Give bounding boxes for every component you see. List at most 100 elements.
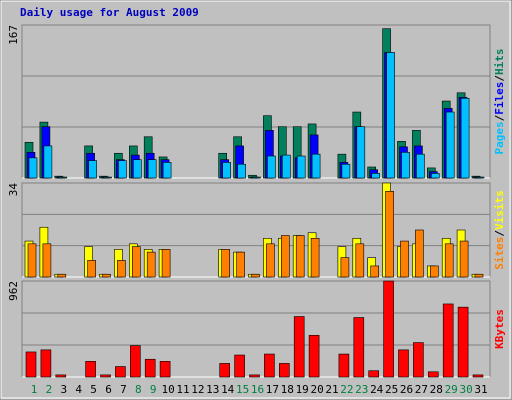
bar bbox=[133, 159, 142, 179]
x-tick-label: 13 bbox=[206, 383, 219, 396]
x-tick-label: 21 bbox=[325, 383, 338, 396]
chart-title: Daily usage for August 2009 bbox=[20, 6, 199, 19]
bar bbox=[475, 176, 485, 179]
bar bbox=[25, 351, 37, 378]
x-tick-label: 19 bbox=[296, 383, 309, 396]
bar bbox=[144, 358, 156, 378]
bar bbox=[252, 176, 261, 179]
bar bbox=[385, 190, 394, 278]
bar bbox=[222, 162, 231, 179]
x-tick-label: 30 bbox=[459, 383, 472, 396]
bar bbox=[27, 243, 37, 278]
x-tick-label: 18 bbox=[281, 383, 294, 396]
bar bbox=[132, 246, 141, 278]
bar bbox=[251, 273, 260, 278]
bar bbox=[249, 374, 260, 378]
x-tick-label: 12 bbox=[191, 383, 204, 396]
x-tick-label: 4 bbox=[75, 383, 82, 396]
bar bbox=[460, 97, 470, 179]
bar bbox=[147, 159, 157, 179]
bar bbox=[266, 243, 275, 278]
bar bbox=[221, 249, 230, 278]
bar bbox=[146, 251, 156, 278]
bar bbox=[472, 374, 484, 378]
legend: Pages/Files/Hits bbox=[493, 49, 506, 155]
legend-separator: / bbox=[493, 230, 506, 237]
legend-entry: Sites bbox=[493, 237, 506, 270]
legend-separator: / bbox=[493, 75, 506, 82]
bar bbox=[296, 155, 306, 179]
bar bbox=[100, 374, 111, 378]
bar bbox=[398, 349, 409, 378]
bar bbox=[236, 251, 245, 278]
bar bbox=[40, 349, 52, 378]
bar bbox=[42, 243, 52, 278]
y-tick-label: 167 bbox=[7, 25, 20, 45]
x-tick-label: 17 bbox=[266, 383, 279, 396]
legend-entry: Files bbox=[493, 82, 506, 115]
plot-area bbox=[21, 24, 491, 179]
x-tick-label: 16 bbox=[251, 383, 264, 396]
legend: KBytes bbox=[493, 309, 506, 349]
x-tick-label: 26 bbox=[400, 383, 413, 396]
x-tick-label: 5 bbox=[90, 383, 97, 396]
bar bbox=[442, 303, 454, 378]
x-tick-label: 1 bbox=[31, 383, 38, 396]
bar bbox=[401, 152, 410, 179]
bar bbox=[457, 306, 469, 378]
bar bbox=[234, 354, 245, 378]
x-tick-label: 28 bbox=[430, 383, 443, 396]
bar bbox=[474, 273, 484, 278]
plot-area bbox=[21, 280, 491, 378]
bar bbox=[295, 235, 305, 278]
x-tick-label: 31 bbox=[474, 383, 487, 396]
x-tick-label: 2 bbox=[46, 383, 53, 396]
bar bbox=[130, 345, 141, 378]
bar bbox=[310, 237, 320, 278]
bar bbox=[117, 260, 126, 278]
bar bbox=[161, 249, 171, 278]
bar bbox=[370, 265, 380, 278]
bar bbox=[427, 371, 439, 378]
bar bbox=[341, 163, 351, 179]
bar bbox=[368, 370, 380, 378]
bar bbox=[400, 240, 409, 278]
legend-separator: / bbox=[493, 114, 506, 121]
bar bbox=[118, 160, 127, 179]
bar bbox=[280, 235, 290, 278]
y-tick-label: 962 bbox=[7, 281, 20, 301]
bar bbox=[102, 273, 111, 278]
x-tick-label: 25 bbox=[385, 383, 398, 396]
bar bbox=[413, 342, 424, 378]
legend-entry: KBytes bbox=[493, 309, 506, 349]
bar bbox=[308, 334, 320, 378]
bar bbox=[386, 52, 395, 179]
x-tick-label: 20 bbox=[310, 383, 323, 396]
bar bbox=[311, 153, 321, 179]
x-tick-label: 8 bbox=[135, 383, 142, 396]
bar bbox=[293, 316, 305, 378]
bar bbox=[57, 273, 67, 278]
bar bbox=[430, 173, 440, 179]
bar bbox=[371, 173, 381, 179]
bar bbox=[383, 280, 394, 378]
bar bbox=[444, 243, 454, 278]
bar bbox=[28, 157, 38, 179]
bar bbox=[264, 353, 275, 378]
x-tick-label: 9 bbox=[150, 383, 157, 396]
x-tick-label: 15 bbox=[236, 383, 249, 396]
bar bbox=[43, 145, 53, 179]
bar bbox=[162, 162, 172, 179]
bar bbox=[219, 363, 230, 378]
x-tick-label: 11 bbox=[176, 383, 189, 396]
bar bbox=[237, 163, 246, 179]
bar bbox=[281, 154, 291, 179]
bar bbox=[88, 160, 97, 179]
x-tick-label: 6 bbox=[105, 383, 112, 396]
x-tick-label: 22 bbox=[340, 383, 353, 396]
bar bbox=[445, 111, 455, 179]
bar bbox=[87, 260, 96, 278]
legend-entry: Visits bbox=[493, 190, 506, 230]
bar bbox=[429, 265, 439, 278]
